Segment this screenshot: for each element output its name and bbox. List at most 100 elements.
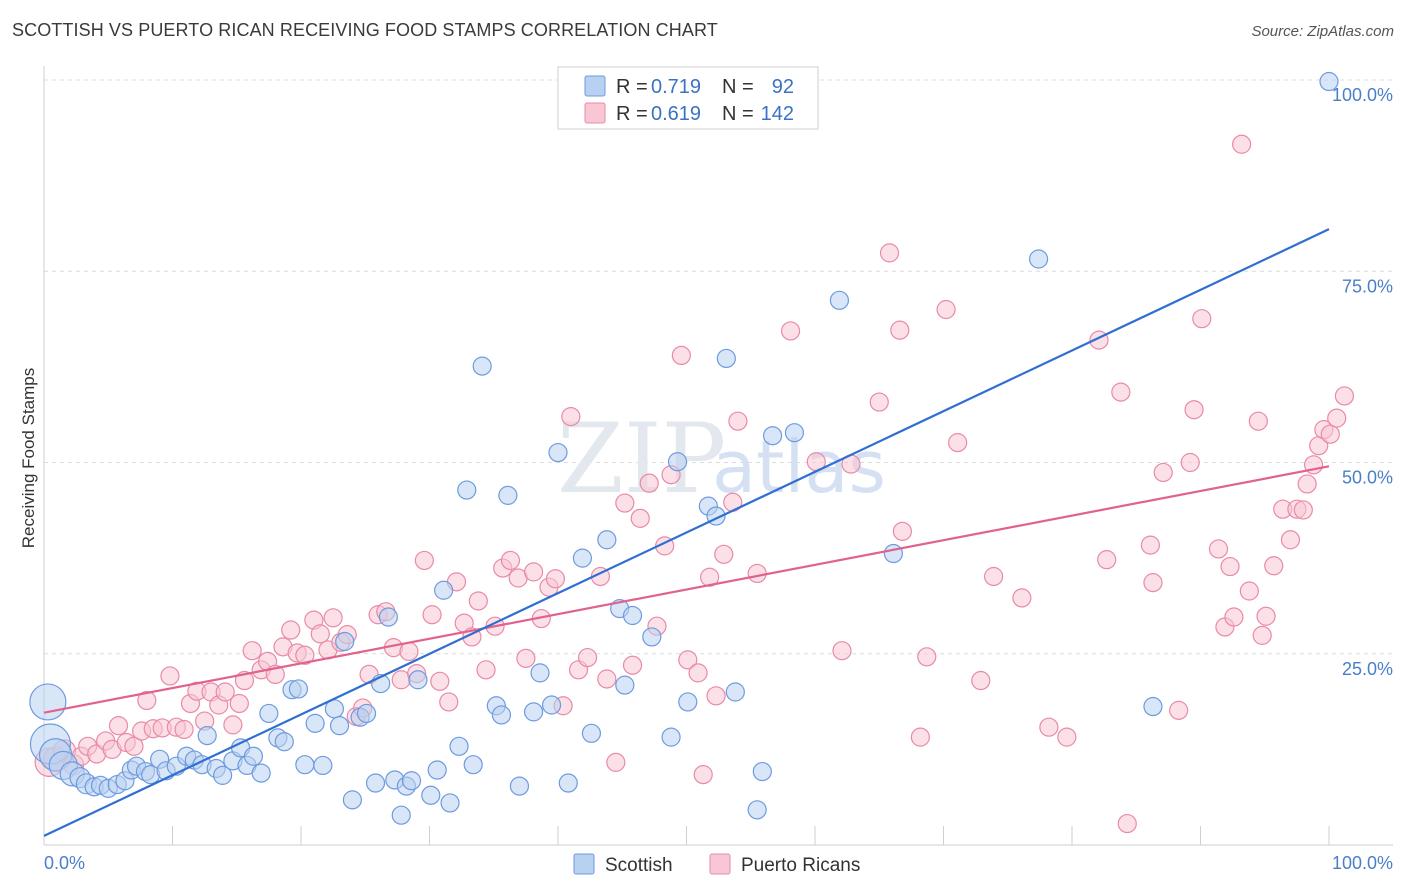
puerto-rican-point	[622, 655, 643, 675]
scottish-point	[678, 692, 698, 712]
puerto-rican-point	[1180, 452, 1200, 473]
puerto-rican-point	[892, 521, 912, 541]
scottish-trend-line	[43, 228, 1330, 837]
puerto-rican-point	[1097, 550, 1117, 570]
puerto-rican-point	[1320, 424, 1340, 444]
puerto-rican-point	[688, 663, 708, 683]
puerto-rican-point	[523, 562, 544, 582]
scottish-point	[305, 713, 325, 733]
legend-n-label-puerto-ricans: N =	[722, 103, 754, 125]
scottish-point	[391, 805, 411, 825]
puerto-rican-point	[1057, 727, 1077, 747]
scottish-point	[498, 485, 518, 505]
scottish-point	[288, 679, 309, 699]
scottish-point	[642, 627, 662, 647]
puerto-rican-point	[1334, 386, 1355, 406]
puerto-rican-point	[693, 765, 713, 785]
scottish-point	[716, 348, 736, 369]
puerto-rican-point	[1012, 588, 1032, 608]
puerto-rican-point	[1192, 309, 1212, 329]
chart-source: Source: ZipAtlas.com	[1251, 23, 1394, 40]
puerto-rican-point	[630, 508, 650, 528]
legend-n-value-scottish: 92	[772, 76, 794, 98]
legend-r-value-scottish: 0.719	[651, 76, 701, 98]
scottish-point	[1028, 249, 1049, 269]
scottish-point	[421, 785, 441, 805]
scottish-point	[622, 605, 643, 626]
puerto-rican-point	[323, 608, 343, 628]
puerto-rican-point	[1293, 500, 1313, 520]
scottish-point	[427, 760, 447, 780]
puerto-rican-point	[414, 550, 434, 571]
puerto-rican-point	[917, 647, 937, 667]
scottish-point	[829, 290, 850, 310]
puerto-rican-point	[639, 473, 659, 493]
scottish-point	[784, 423, 805, 443]
scottish-point	[259, 703, 279, 724]
puerto-rican-point	[706, 686, 726, 706]
scottish-point	[440, 793, 460, 813]
puerto-rican-point	[700, 567, 720, 587]
puerto-rican-point	[728, 411, 748, 431]
puerto-rican-point	[1208, 539, 1229, 559]
scottish-point	[313, 755, 333, 776]
puerto-rican-point	[223, 715, 243, 735]
scottish-point	[752, 761, 772, 782]
scottish-point	[661, 727, 681, 747]
puerto-rican-point	[615, 493, 635, 513]
puerto-rican-point	[215, 682, 235, 702]
puerto-rican-point	[577, 647, 598, 668]
scottish-point	[530, 663, 550, 683]
y-tick-label: 25.0%	[1342, 659, 1393, 679]
puerto-rican-point	[671, 345, 691, 365]
puerto-rican-point	[597, 669, 617, 689]
puerto-rican-point	[422, 605, 442, 625]
scottish-point	[463, 755, 483, 775]
legend-swatch-scottish	[584, 75, 606, 97]
puerto-rican-point	[869, 392, 889, 412]
grid-lines	[44, 79, 1393, 655]
puerto-rican-point	[971, 670, 991, 691]
puerto-rican-point	[1169, 700, 1189, 720]
puerto-rican-point	[832, 641, 852, 661]
scottish-point	[581, 723, 602, 743]
puerto-rican-point	[281, 620, 301, 640]
scottish-point	[29, 683, 67, 721]
correlation-legend: R = 0.719 N = 92 R = 0.619 N = 142	[557, 66, 819, 130]
puerto-rican-point	[714, 544, 734, 564]
legend-n-value-puerto-ricans: 142	[761, 103, 794, 125]
puerto-rican-point	[1264, 556, 1284, 576]
scottish-point	[378, 607, 398, 627]
puerto-rican-point	[780, 321, 801, 341]
scottish-point	[667, 452, 688, 472]
scottish-point	[434, 580, 454, 600]
scottish-point	[335, 631, 355, 652]
scottish-point	[747, 800, 767, 820]
scottish-point	[274, 732, 294, 752]
puerto-rican-point	[1039, 717, 1059, 737]
legend-r-value-puerto-ricans: 0.619	[651, 103, 701, 125]
scottish-point	[213, 765, 233, 785]
puerto-rican-point	[1252, 625, 1272, 645]
puerto-rican-point	[174, 719, 194, 740]
legend-r-label-scottish: R =	[616, 76, 648, 98]
puerto-rican-point	[910, 727, 930, 747]
scottish-point	[243, 746, 264, 766]
puerto-rican-trend-line	[43, 465, 1330, 714]
puerto-rican-point	[948, 433, 968, 453]
x-tick-label-max: 100.0%	[1332, 853, 1393, 873]
puerto-rican-point	[747, 563, 767, 584]
puerto-rican-point	[1248, 411, 1268, 431]
puerto-rican-point	[1297, 474, 1317, 494]
scottish-point	[523, 702, 544, 722]
scottish-point	[1319, 71, 1339, 92]
y-tick-label: 50.0%	[1342, 468, 1393, 488]
puerto-rican-point	[439, 692, 459, 712]
puerto-rican-point	[879, 243, 900, 263]
puerto-rican-point	[890, 320, 910, 340]
puerto-rican-point	[936, 299, 956, 320]
chart-title: SCOTTISH VS PUERTO RICAN RECEIVING FOOD …	[12, 20, 718, 40]
scottish-point	[597, 530, 617, 550]
puerto-rican-point	[242, 641, 262, 661]
